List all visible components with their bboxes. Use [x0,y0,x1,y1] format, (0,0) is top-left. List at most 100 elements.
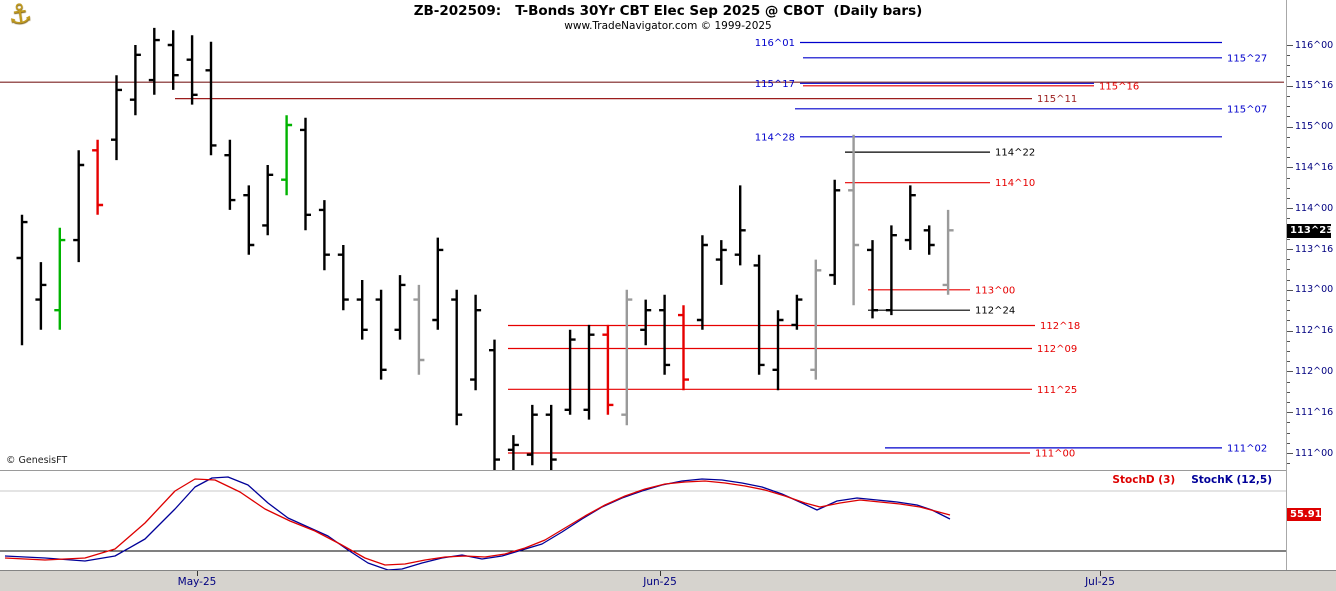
price-axis-minor-tick [1287,106,1290,108]
time-axis-label: Jun-25 [643,576,677,588]
price-axis-minor-tick [1287,147,1290,148]
price-axis-label: 114^00 [1295,202,1334,214]
price-axis-label: 114^16 [1295,161,1334,173]
price-axis-major-tick [1287,126,1293,128]
time-axis-tick [660,571,661,576]
ohlc-bar [526,404,538,466]
price-axis-label: 116^00 [1295,39,1334,51]
chart-header: ⚓ ZB-202509: T-Bonds 30Yr CBT Elec Sep 2… [0,0,1336,36]
genesisft-watermark: © GenesisFT [6,455,68,466]
ohlc-bar [734,185,746,266]
ohlc-bar [148,27,160,95]
ohlc-bar [167,30,179,90]
ohlc-bar [583,324,595,420]
ohlc-bar [602,324,614,415]
price-axis-major-tick [1287,208,1293,210]
ohlc-bar [621,289,633,426]
price-axis-major-tick [1287,249,1293,250]
price-axis-minor-tick [1287,361,1290,363]
ohlc-bar [394,275,406,340]
stochd-label[interactable]: StochD (3) [1112,474,1176,486]
price-axis-minor-tick [1287,310,1290,312]
ohlc-bar [640,299,652,346]
price-axis-label: 115^00 [1295,121,1334,133]
ohlc-bar [35,262,47,330]
price-axis-minor-tick [1287,351,1290,352]
ohlc-bar [375,289,387,380]
price-axis-label: 111^16 [1295,406,1334,418]
ohlc-bar [54,227,66,330]
ohlc-bar [224,139,236,210]
price-axis-major-tick [1287,412,1293,414]
sr-line-label: 115^27 [1227,53,1267,64]
ohlc-bar [507,435,519,470]
price-chart-canvas[interactable]: 116^01 115^27 115^17 115^16 115^11 115^07 114^… [0,27,1286,470]
stochk-label[interactable]: StochK (12,5) [1191,474,1272,486]
price-axis-major-tick [1287,45,1293,46]
stochastic-legend: StochD (3) StochK (12,5) [1112,474,1272,486]
stoch-value-badge: 55.91 [1287,507,1322,521]
time-axis[interactable]: May-25 Jun-25 Jul-25 [0,570,1336,591]
price-axis-minor-tick [1287,340,1290,342]
ohlc-bar [111,75,122,161]
ohlc-bar [300,117,311,231]
time-axis-tick [1100,571,1101,576]
ohlc-bar [281,115,293,196]
sr-line-label: 116^01 [755,38,795,49]
ohlc-bar [16,214,28,346]
price-axis-label: 113^00 [1295,284,1334,296]
sr-line-label: 111^25 [1037,385,1077,396]
ohlc-bar [356,280,368,340]
sr-line-label: 115^16 [1099,81,1139,92]
ohlc-bar [829,179,841,285]
price-axis-label: 115^16 [1295,80,1334,92]
ohlc-bar [715,240,727,285]
price-axis-minor-tick [1287,157,1290,159]
price-axis-major-tick [1287,289,1293,291]
price-axis-minor-tick [1287,116,1290,118]
price-axis-minor-tick [1287,136,1290,138]
ohlc-bar [810,259,822,380]
sr-line-label: 114^10 [995,178,1035,189]
ohlc-bar [73,150,85,263]
ohlc-bar [186,35,198,105]
sr-line-label: 114^22 [995,148,1035,159]
price-axis-label: 112^00 [1295,365,1334,377]
ohlc-bar [753,254,765,375]
ohlc-bar [772,310,784,391]
price-axis-major-tick [1287,453,1293,454]
price-axis-minor-tick [1287,463,1290,465]
stochd-line [4,478,951,566]
price-axis-minor-tick [1287,391,1290,393]
ohlc-bar [262,165,274,236]
sr-line-label: 113^00 [975,285,1015,296]
ohlc-bar [904,185,916,250]
price-axis-minor-tick [1287,218,1290,220]
price-axis-minor-tick [1287,55,1290,57]
price-axis-minor-tick [1287,320,1290,322]
ohlc-bar [696,235,708,330]
price-axis-major-tick [1287,371,1293,373]
price-axis-minor-tick [1287,269,1290,271]
ohlc-bar [791,294,803,330]
price-axis-minor-tick [1287,402,1290,403]
price-axis-minor-tick [1287,300,1290,301]
price-axis[interactable]: 113^23 55.91 116^00 115^16 115^00 114^16 114… [1286,0,1336,570]
last-price-badge: 113^23 [1287,224,1333,239]
sr-line-label: 115^17 [755,79,795,90]
ohlc-bar [923,225,935,255]
price-axis-major-tick [1287,167,1293,169]
ohlc-bar [451,289,463,426]
price-axis-label: 113^16 [1295,243,1334,255]
stochastic-canvas[interactable] [0,471,1286,571]
price-axis-minor-tick [1287,96,1290,97]
sr-line-label: 115^11 [1037,94,1077,105]
price-axis-minor-tick [1287,177,1290,179]
stochk-line [4,476,951,571]
ohlc-bar [432,237,444,330]
sr-line-label: 112^18 [1040,321,1080,332]
ohlc-bar [205,41,217,156]
price-axis-minor-tick [1287,279,1290,281]
price-axis-minor-tick [1287,65,1290,67]
